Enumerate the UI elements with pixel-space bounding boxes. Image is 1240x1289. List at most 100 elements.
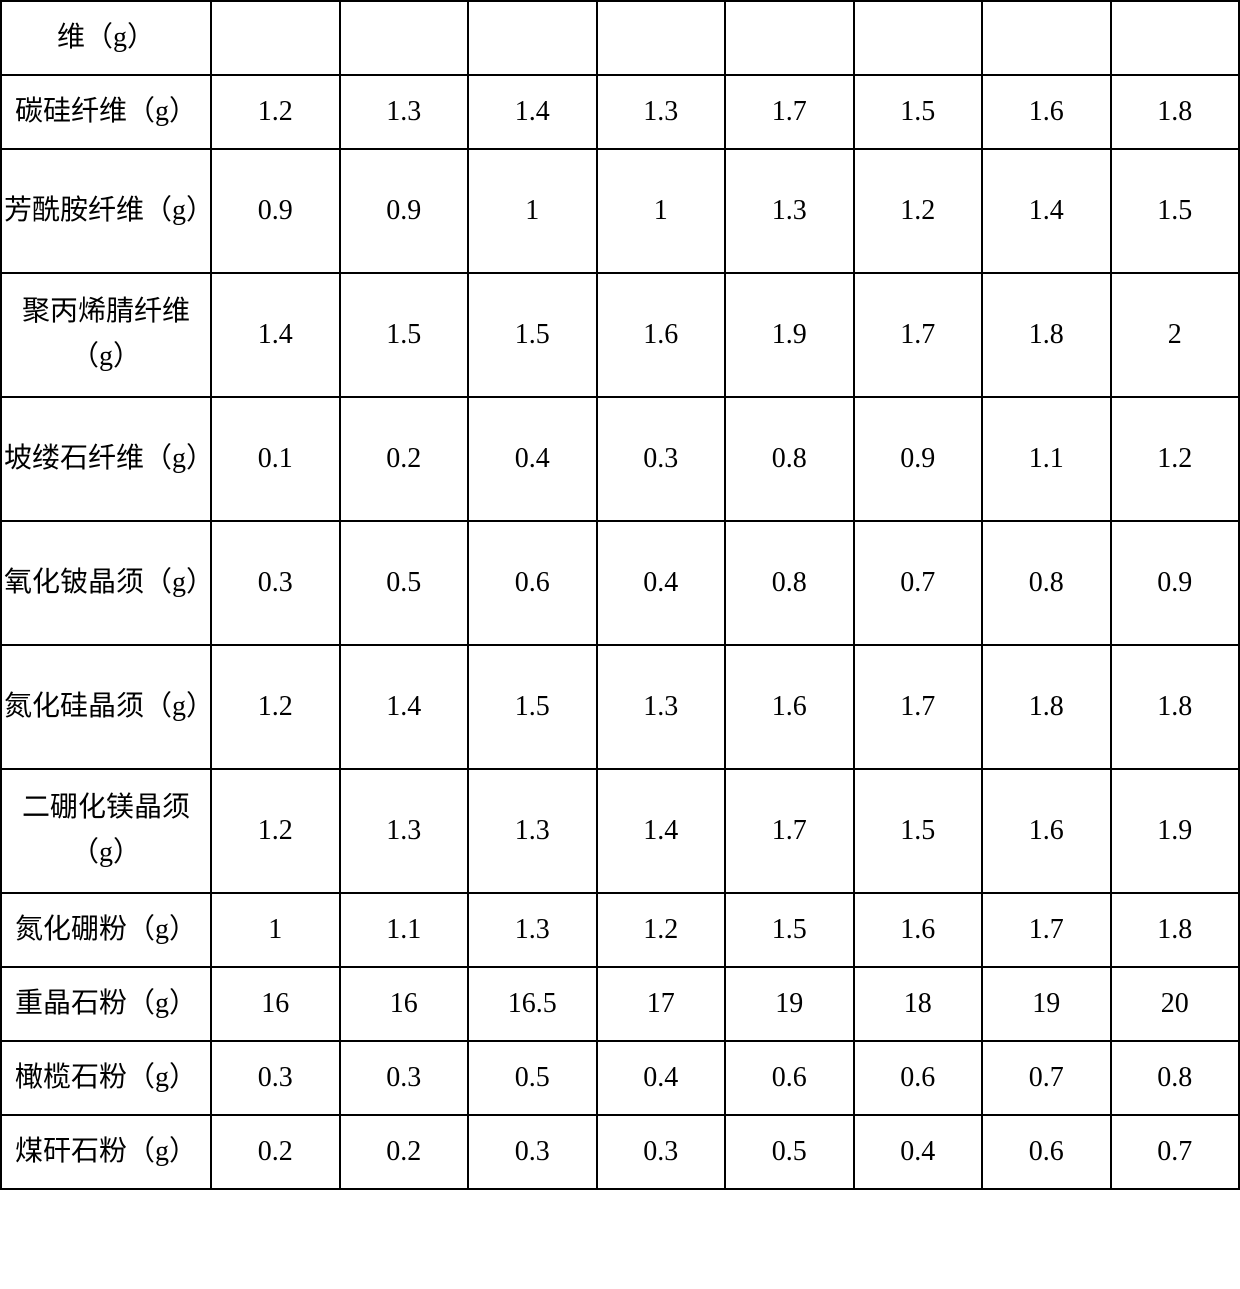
data-cell: 1.4 xyxy=(340,645,469,769)
data-cell: 0.3 xyxy=(597,1115,726,1189)
data-cell: 1 xyxy=(211,893,340,967)
data-cell: 0.2 xyxy=(340,397,469,521)
table-row: 橄榄石粉（g）0.30.30.50.40.60.60.70.8 xyxy=(1,1041,1239,1115)
row-label: 氮化硅晶须（g） xyxy=(1,645,211,769)
data-cell: 1 xyxy=(597,149,726,273)
data-cell: 19 xyxy=(982,967,1111,1041)
data-cell: 20 xyxy=(1111,967,1240,1041)
data-cell: 1.3 xyxy=(597,645,726,769)
table-row: 碳硅纤维（g）1.21.31.41.31.71.51.61.8 xyxy=(1,75,1239,149)
data-cell: 1.5 xyxy=(340,273,469,397)
data-cell: 1.9 xyxy=(1111,769,1240,893)
data-cell: 0.7 xyxy=(854,521,983,645)
data-cell: 1.5 xyxy=(854,75,983,149)
table-row: 坡缕石纤维（g）0.10.20.40.30.80.91.11.2 xyxy=(1,397,1239,521)
data-cell: 1.8 xyxy=(982,645,1111,769)
data-cell: 0.6 xyxy=(725,1041,854,1115)
data-cell xyxy=(597,1,726,75)
data-cell: 1.7 xyxy=(982,893,1111,967)
data-cell: 1.7 xyxy=(725,769,854,893)
data-cell: 0.3 xyxy=(468,1115,597,1189)
data-cell: 1.9 xyxy=(725,273,854,397)
data-cell: 0.4 xyxy=(597,1041,726,1115)
row-label: 聚丙烯腈纤维（g） xyxy=(1,273,211,397)
data-cell: 16 xyxy=(340,967,469,1041)
table-body: 维（g）碳硅纤维（g）1.21.31.41.31.71.51.61.8芳酰胺纤维… xyxy=(1,1,1239,1189)
data-cell: 19 xyxy=(725,967,854,1041)
data-cell: 1.4 xyxy=(982,149,1111,273)
data-cell: 0.8 xyxy=(1111,1041,1240,1115)
data-cell: 0.2 xyxy=(211,1115,340,1189)
data-cell: 1.4 xyxy=(468,75,597,149)
data-cell: 1.1 xyxy=(340,893,469,967)
data-cell: 1.7 xyxy=(854,645,983,769)
data-cell: 0.3 xyxy=(597,397,726,521)
row-label: 二硼化镁晶须（g） xyxy=(1,769,211,893)
data-cell: 1.4 xyxy=(597,769,726,893)
data-cell xyxy=(468,1,597,75)
data-cell xyxy=(982,1,1111,75)
data-cell xyxy=(340,1,469,75)
data-cell: 1.7 xyxy=(854,273,983,397)
row-label: 橄榄石粉（g） xyxy=(1,1041,211,1115)
data-cell: 1.6 xyxy=(982,769,1111,893)
data-cell: 1.3 xyxy=(597,75,726,149)
data-cell: 0.5 xyxy=(725,1115,854,1189)
data-cell: 0.6 xyxy=(854,1041,983,1115)
data-cell: 0.5 xyxy=(340,521,469,645)
data-cell: 0.7 xyxy=(982,1041,1111,1115)
row-label: 坡缕石纤维（g） xyxy=(1,397,211,521)
data-cell: 1.2 xyxy=(211,75,340,149)
composition-table: 维（g）碳硅纤维（g）1.21.31.41.31.71.51.61.8芳酰胺纤维… xyxy=(0,0,1240,1190)
data-cell: 16 xyxy=(211,967,340,1041)
data-cell: 1.8 xyxy=(1111,75,1240,149)
data-cell: 1.5 xyxy=(854,769,983,893)
data-cell: 1.5 xyxy=(1111,149,1240,273)
table-row: 芳酰胺纤维（g）0.90.9111.31.21.41.5 xyxy=(1,149,1239,273)
data-cell: 1.8 xyxy=(982,273,1111,397)
data-cell: 2 xyxy=(1111,273,1240,397)
row-label: 氮化硼粉（g） xyxy=(1,893,211,967)
data-cell: 0.1 xyxy=(211,397,340,521)
table-row: 二硼化镁晶须（g）1.21.31.31.41.71.51.61.9 xyxy=(1,769,1239,893)
data-cell: 1.7 xyxy=(725,75,854,149)
data-cell: 0.9 xyxy=(1111,521,1240,645)
data-cell: 1.2 xyxy=(211,769,340,893)
data-cell xyxy=(1111,1,1240,75)
data-cell: 1.3 xyxy=(725,149,854,273)
data-cell: 1.2 xyxy=(597,893,726,967)
table-row: 氧化铍晶须（g）0.30.50.60.40.80.70.80.9 xyxy=(1,521,1239,645)
data-cell: 0.5 xyxy=(468,1041,597,1115)
data-cell: 1.6 xyxy=(725,645,854,769)
data-cell: 0.8 xyxy=(725,397,854,521)
data-cell: 0.3 xyxy=(211,1041,340,1115)
data-cell: 0.9 xyxy=(854,397,983,521)
data-cell: 1.4 xyxy=(211,273,340,397)
data-cell: 16.5 xyxy=(468,967,597,1041)
data-cell: 0.4 xyxy=(468,397,597,521)
data-cell: 0.6 xyxy=(982,1115,1111,1189)
row-label: 碳硅纤维（g） xyxy=(1,75,211,149)
data-cell: 1.2 xyxy=(854,149,983,273)
data-cell: 1.3 xyxy=(468,769,597,893)
page: 维（g）碳硅纤维（g）1.21.31.41.31.71.51.61.8芳酰胺纤维… xyxy=(0,0,1240,1190)
row-label: 重晶石粉（g） xyxy=(1,967,211,1041)
data-cell: 17 xyxy=(597,967,726,1041)
data-cell: 0.6 xyxy=(468,521,597,645)
data-cell: 1.5 xyxy=(468,273,597,397)
table-row: 煤矸石粉（g）0.20.20.30.30.50.40.60.7 xyxy=(1,1115,1239,1189)
data-cell: 18 xyxy=(854,967,983,1041)
data-cell xyxy=(211,1,340,75)
row-label: 芳酰胺纤维（g） xyxy=(1,149,211,273)
data-cell xyxy=(854,1,983,75)
data-cell: 0.4 xyxy=(597,521,726,645)
row-label: 氧化铍晶须（g） xyxy=(1,521,211,645)
data-cell: 1.5 xyxy=(468,645,597,769)
data-cell: 1.3 xyxy=(340,75,469,149)
table-row: 聚丙烯腈纤维（g）1.41.51.51.61.91.71.82 xyxy=(1,273,1239,397)
data-cell: 1.3 xyxy=(468,893,597,967)
data-cell: 0.9 xyxy=(211,149,340,273)
data-cell: 1.6 xyxy=(854,893,983,967)
data-cell: 1.6 xyxy=(982,75,1111,149)
data-cell: 1.6 xyxy=(597,273,726,397)
